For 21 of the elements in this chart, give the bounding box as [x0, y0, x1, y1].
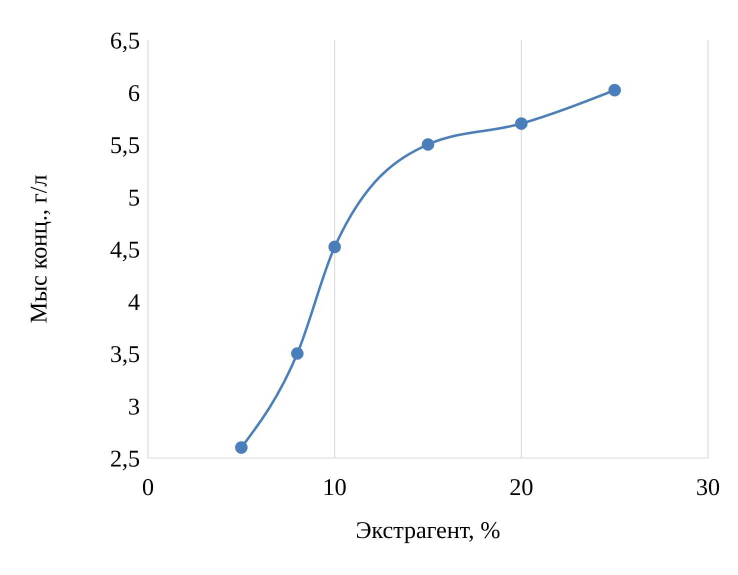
y-tick-label: 6 — [128, 80, 140, 107]
point — [608, 84, 621, 96]
x-axis-title: Экстрагент, % — [356, 518, 500, 544]
point — [422, 138, 434, 151]
x-tick-label: 30 — [696, 475, 720, 502]
x-tick-label: 10 — [322, 475, 347, 502]
y-tick-label: 6,5 — [110, 28, 140, 55]
x-tick-label: 20 — [509, 475, 534, 502]
y-tick-label: 3 — [128, 394, 140, 420]
point — [291, 347, 304, 360]
y-tick-label: 2,5 — [110, 446, 140, 473]
y-tick-label: 5,5 — [110, 133, 140, 160]
y-tick-label: 4,5 — [110, 238, 140, 264]
y-tick-label: 5 — [128, 185, 140, 212]
point — [515, 117, 528, 130]
point — [328, 240, 341, 254]
y-tick-label: 4 — [128, 290, 140, 316]
point — [235, 441, 248, 454]
y-axis-title: Мыс конц., г/л — [26, 174, 53, 324]
x-tick-label: 0 — [142, 475, 154, 502]
y-tick-label: 3,5 — [110, 342, 140, 368]
